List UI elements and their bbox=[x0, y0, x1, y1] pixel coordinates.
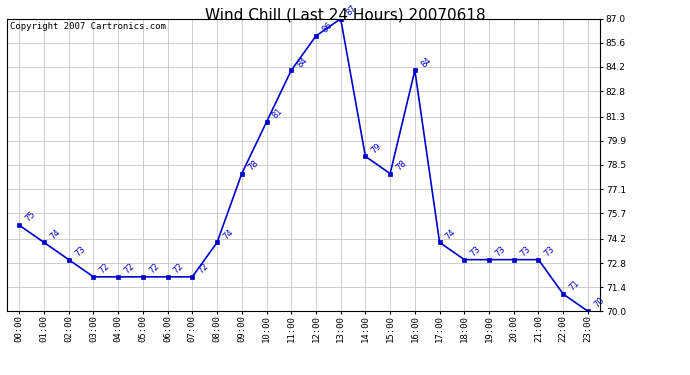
Text: 78: 78 bbox=[246, 158, 260, 172]
Text: 84: 84 bbox=[419, 55, 433, 69]
Text: 73: 73 bbox=[73, 244, 87, 258]
Text: 81: 81 bbox=[270, 107, 284, 121]
Text: 84: 84 bbox=[295, 55, 309, 69]
Text: 79: 79 bbox=[370, 141, 384, 155]
Text: 74: 74 bbox=[444, 227, 457, 241]
Text: 73: 73 bbox=[493, 244, 507, 258]
Text: Copyright 2007 Cartronics.com: Copyright 2007 Cartronics.com bbox=[10, 22, 166, 31]
Text: 73: 73 bbox=[542, 244, 557, 258]
Text: 87: 87 bbox=[345, 3, 359, 17]
Text: 73: 73 bbox=[469, 244, 482, 258]
Text: 86: 86 bbox=[320, 21, 334, 34]
Text: 72: 72 bbox=[147, 262, 161, 276]
Text: 75: 75 bbox=[23, 210, 37, 224]
Text: 72: 72 bbox=[97, 262, 112, 276]
Text: 74: 74 bbox=[48, 227, 62, 241]
Text: 70: 70 bbox=[592, 296, 606, 310]
Text: Wind Chill (Last 24 Hours) 20070618: Wind Chill (Last 24 Hours) 20070618 bbox=[205, 8, 485, 22]
Text: 72: 72 bbox=[172, 262, 186, 276]
Text: 72: 72 bbox=[122, 262, 136, 276]
Text: 74: 74 bbox=[221, 227, 235, 241]
Text: 73: 73 bbox=[518, 244, 532, 258]
Text: 72: 72 bbox=[197, 262, 210, 276]
Text: 71: 71 bbox=[567, 279, 581, 292]
Text: 78: 78 bbox=[394, 158, 408, 172]
